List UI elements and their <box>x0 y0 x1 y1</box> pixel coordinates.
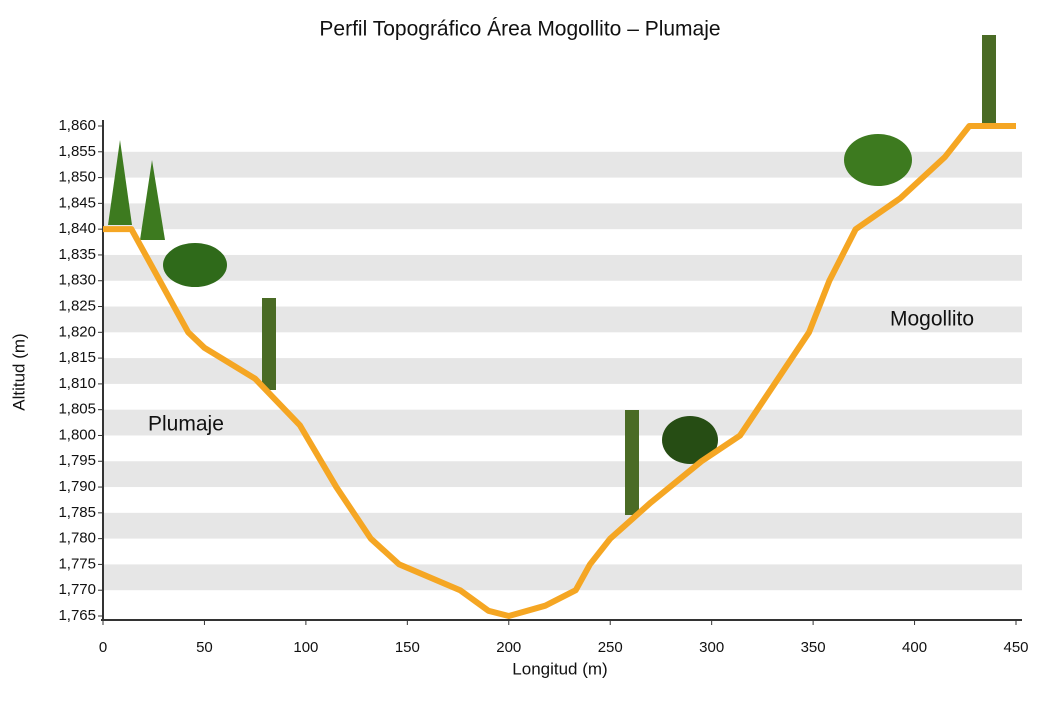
y-tick-label: 1,820 <box>58 323 96 340</box>
y-tick-label: 1,795 <box>58 452 96 469</box>
bands <box>103 151 1022 591</box>
x-tick-label: 50 <box>196 639 213 656</box>
annotation: Mogollito <box>890 308 974 331</box>
x-tick-label: 150 <box>395 639 420 656</box>
y-tick-label: 1,810 <box>58 375 96 392</box>
grid-band <box>103 254 1022 281</box>
y-tick-label: 1,815 <box>58 349 96 366</box>
annotation: Plumaje <box>148 413 224 436</box>
y-tick-label: 1,835 <box>58 246 96 263</box>
chart-title: Perfil Topográfico Área Mogollito – Plum… <box>319 18 720 41</box>
vegetation <box>108 35 996 515</box>
grid-band <box>103 409 1022 436</box>
grid-band <box>103 203 1022 230</box>
x-tick-label: 400 <box>902 639 927 656</box>
grid-band <box>103 564 1022 591</box>
y-tick-label: 1,855 <box>58 143 96 160</box>
y-tick-label: 1,830 <box>58 272 96 289</box>
y-tick-label: 1,785 <box>58 504 96 521</box>
grid-band <box>103 512 1022 539</box>
y-tick-label: 1,805 <box>58 401 96 418</box>
x-tick-label: 450 <box>1003 639 1028 656</box>
y-tick-label: 1,860 <box>58 117 96 134</box>
y-tick-label: 1,790 <box>58 478 96 495</box>
grid-band <box>103 461 1022 488</box>
y-tick-label: 1,765 <box>58 607 96 624</box>
y-axis-label: Altitud (m) <box>9 333 28 410</box>
x-tick-label: 0 <box>99 639 107 656</box>
y-tick-label: 1,775 <box>58 555 96 572</box>
profile-line <box>103 123 1016 619</box>
x-tick-label: 100 <box>293 639 318 656</box>
x-axis-label: Longitud (m) <box>512 659 607 678</box>
y-tick-label: 1,845 <box>58 194 96 211</box>
x-tick-label: 250 <box>598 639 623 656</box>
y-tick-label: 1,825 <box>58 297 96 314</box>
y-tick-label: 1,850 <box>58 169 96 186</box>
x-tick-label: 200 <box>496 639 521 656</box>
grid-band <box>103 306 1022 333</box>
y-tick-label: 1,800 <box>58 426 96 443</box>
y-tick-label: 1,770 <box>58 581 96 598</box>
x-tick-label: 350 <box>801 639 826 656</box>
x-tick-label: 300 <box>699 639 724 656</box>
y-tick-label: 1,840 <box>58 220 96 237</box>
y-tick-label: 1,780 <box>58 530 96 547</box>
